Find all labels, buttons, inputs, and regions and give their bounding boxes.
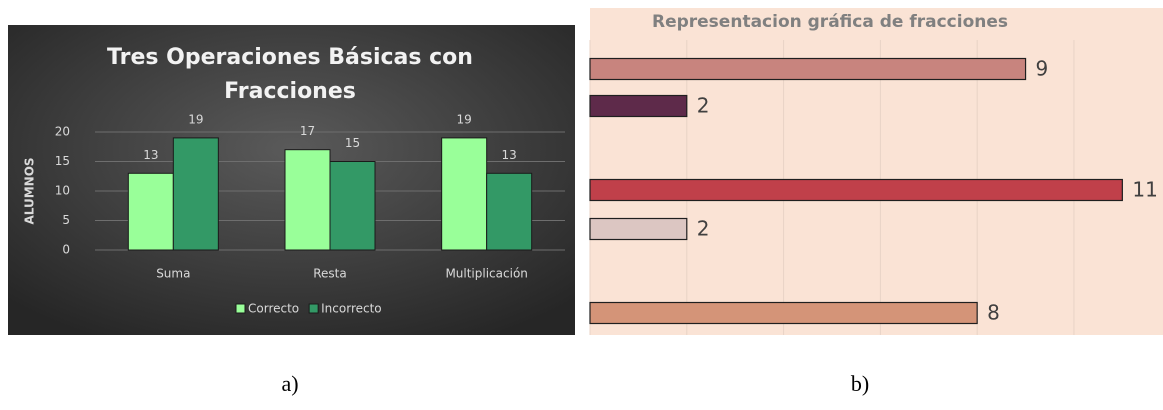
bar [589, 57, 1027, 81]
legend-swatch [308, 303, 319, 314]
y-tick-label: 15 [55, 154, 70, 168]
x-tick-label: Suma [156, 267, 190, 281]
data-label: 11 [1132, 178, 1157, 202]
caption: b) [851, 371, 869, 396]
chart-title: Representacion gráfica de fracciones [652, 12, 1008, 32]
y-tick-label: 20 [55, 125, 70, 139]
bar [172, 137, 219, 251]
bar [127, 172, 174, 251]
y-tick-label: 10 [55, 184, 70, 198]
legend-swatch [235, 303, 246, 314]
bar [486, 172, 533, 251]
bar [589, 301, 978, 325]
bar [589, 217, 688, 241]
data-label: 2 [697, 217, 710, 241]
data-label: 13 [143, 148, 158, 162]
data-label: 19 [188, 112, 203, 126]
y-tick-label: 0 [62, 243, 70, 257]
legend-label: Correcto [248, 302, 299, 316]
data-label: 19 [457, 112, 472, 126]
bar [329, 161, 376, 251]
y-tick-label: 5 [62, 213, 70, 227]
x-tick-label: Multiplicación [445, 267, 527, 281]
legend-label: Incorrecto [321, 302, 382, 316]
data-label: 2 [697, 94, 710, 118]
y-axis-label: ALUMNOS [23, 157, 37, 224]
chart-title: Tres Operaciones Básicas con [107, 45, 473, 70]
bar [284, 149, 331, 251]
panel-b [590, 8, 1163, 335]
data-label: 17 [300, 124, 315, 138]
data-label: 9 [1036, 57, 1049, 81]
bar [589, 178, 1123, 202]
caption: a) [281, 371, 298, 396]
data-label: 8 [987, 301, 1000, 325]
chart-title: Fracciones [224, 79, 356, 104]
x-tick-label: Resta [313, 267, 347, 281]
bar [441, 137, 488, 251]
data-label: 15 [345, 136, 360, 150]
data-label: 13 [502, 148, 517, 162]
bar [589, 94, 688, 118]
